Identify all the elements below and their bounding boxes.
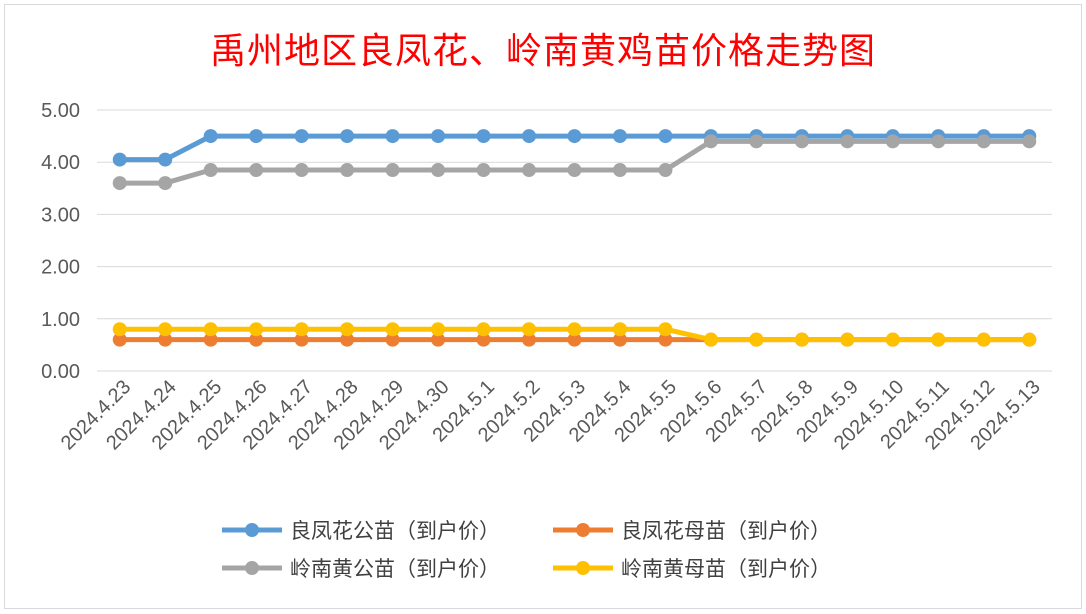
data-point: [567, 322, 582, 337]
series-1: [112, 129, 1037, 167]
y-tick-label: 1.00: [41, 309, 80, 331]
data-point: [658, 129, 673, 144]
data-point: [749, 332, 764, 347]
data-point: [340, 322, 355, 337]
legend: 良凤花公苗（到户价） 良凤花母苗（到户价） 岭南黄公苗（到户价） 岭南黄母苗（到户价）: [222, 519, 831, 581]
y-tick-label: 4.00: [41, 152, 80, 174]
y-tick-label: 2.00: [41, 257, 80, 279]
data-point: [294, 129, 309, 144]
data-point: [112, 176, 127, 191]
data-point: [612, 163, 627, 178]
data-point: [431, 332, 446, 347]
legend-label: 岭南黄母苗（到户价）: [621, 557, 831, 581]
data-point: [976, 134, 991, 149]
data-point: [522, 129, 537, 144]
data-point: [385, 129, 400, 144]
data-point: [112, 332, 127, 347]
data-point: [703, 134, 718, 149]
data-point: [658, 322, 673, 337]
data-point: [158, 152, 173, 167]
data-point: [249, 163, 264, 178]
data-point: [658, 332, 673, 347]
data-point: [931, 332, 946, 347]
legend-label: 良凤花母苗（到户价）: [621, 519, 831, 543]
data-point: [340, 332, 355, 347]
data-point: [158, 332, 173, 347]
legend-swatch-marker: [245, 561, 259, 575]
series-4: [112, 322, 1037, 347]
data-point: [294, 322, 309, 337]
data-point: [158, 322, 173, 337]
data-point: [567, 332, 582, 347]
legend-item: 岭南黄母苗（到户价）: [553, 557, 831, 581]
data-point: [1022, 134, 1037, 149]
data-point: [567, 163, 582, 178]
data-point: [794, 332, 809, 347]
data-point: [340, 129, 355, 144]
data-point: [203, 163, 218, 178]
legend-label: 良凤花公苗（到户价）: [290, 519, 500, 543]
data-point: [431, 163, 446, 178]
data-point: [340, 163, 355, 178]
legend-item: 岭南黄公苗（到户价）: [222, 557, 500, 581]
series-3: [112, 134, 1037, 191]
x-axis-ticks: 2024.4.232024.4.242024.4.252024.4.262024…: [57, 376, 1045, 454]
y-tick-label: 5.00: [41, 100, 80, 122]
legend-item: 良凤花公苗（到户价）: [222, 519, 500, 543]
grid-layer: [97, 109, 1052, 372]
legend-swatch-marker: [245, 523, 259, 537]
data-point: [612, 129, 627, 144]
data-point: [522, 163, 537, 178]
data-point: [612, 332, 627, 347]
data-point: [431, 322, 446, 337]
data-point: [522, 332, 537, 347]
data-point: [885, 134, 900, 149]
data-point: [249, 129, 264, 144]
y-tick-label: 0.00: [41, 361, 80, 383]
data-point: [249, 322, 264, 337]
data-point: [385, 332, 400, 347]
data-point: [203, 332, 218, 347]
data-point: [794, 134, 809, 149]
y-axis-ticks: 0.00 1.00 2.00 3.00 4.00 5.00: [41, 100, 80, 383]
data-point: [385, 322, 400, 337]
y-tick-label: 3.00: [41, 204, 80, 226]
legend-item: 良凤花母苗（到户价）: [553, 519, 831, 543]
data-point: [112, 322, 127, 337]
data-point: [1022, 332, 1037, 347]
legend-swatch-marker: [576, 523, 590, 537]
data-point: [203, 322, 218, 337]
legend-label: 岭南黄公苗（到户价）: [290, 557, 500, 581]
data-point: [931, 134, 946, 149]
data-point: [840, 134, 855, 149]
data-point: [294, 332, 309, 347]
data-point: [203, 129, 218, 144]
data-point: [158, 176, 173, 191]
data-point: [476, 129, 491, 144]
data-point: [249, 332, 264, 347]
data-point: [476, 322, 491, 337]
chart-border: [4, 4, 1082, 609]
data-point: [476, 332, 491, 347]
data-point: [976, 332, 991, 347]
data-point: [840, 332, 855, 347]
data-point: [522, 322, 537, 337]
data-point: [431, 129, 446, 144]
data-point: [567, 129, 582, 144]
data-point: [885, 332, 900, 347]
chart-title: 禹州地区良凤花、岭南黄鸡苗价格走势图: [209, 31, 876, 72]
legend-swatch-marker: [576, 561, 590, 575]
data-point: [385, 163, 400, 178]
data-point: [112, 152, 127, 167]
series-layer: [112, 129, 1037, 347]
data-point: [476, 163, 491, 178]
data-point: [703, 332, 718, 347]
data-point: [612, 322, 627, 337]
data-point: [749, 134, 764, 149]
data-point: [658, 163, 673, 178]
data-point: [294, 163, 309, 178]
